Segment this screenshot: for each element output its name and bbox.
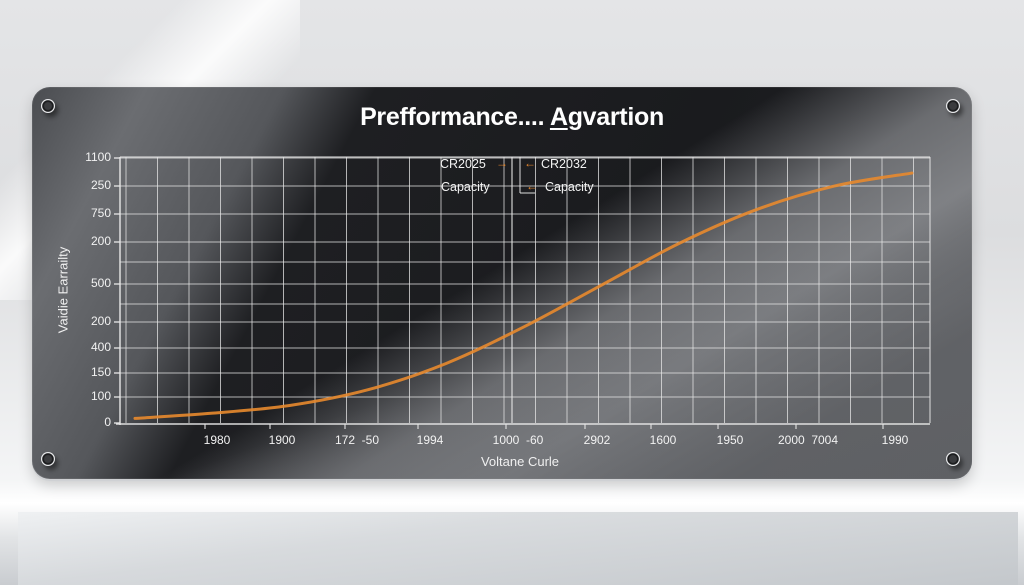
y-tick-label: 750 (90, 206, 111, 220)
y-tick-label: 100 (90, 389, 111, 403)
y-tick-label: 400 (90, 340, 111, 354)
x-tick-label: 1980 (203, 433, 231, 447)
x-tick-label: 1900 (268, 433, 296, 447)
y-axis-label: Vaidie Earrailty (55, 246, 71, 334)
y-tick-label: 1100 (85, 150, 111, 164)
x-axis-label: Voltane Curle (480, 454, 560, 469)
arrow-left-icon: ← (526, 179, 538, 193)
title-prefix: Prefformance.... (360, 103, 550, 131)
y-tick-label: 200 (90, 314, 111, 328)
y-tick-label: 250 (90, 178, 111, 192)
x-tick-label: 1000 -60 (492, 433, 544, 447)
screw-bolt-icon (41, 99, 55, 113)
axes-lines (114, 156, 931, 429)
arrow-right-icon: → (496, 156, 508, 170)
x-tick-label: 1990 (881, 433, 909, 447)
y-tick-label: 0 (104, 415, 111, 429)
arrow-left-icon: ← (524, 156, 536, 170)
legend-label-cr2025: CR2025 (440, 157, 486, 171)
title-suffix: gvartion (567, 103, 665, 131)
y-tick-label: 150 (90, 365, 111, 379)
screw-bolt-icon (946, 452, 960, 466)
x-tick-label: 172 -50 (334, 433, 380, 447)
x-tick-label: 1994 (416, 433, 444, 447)
x-tick-label: 1600 (649, 433, 677, 447)
x-tick-label: 2000 7004 (777, 433, 839, 447)
capacity-curve (133, 171, 914, 420)
grid-lines (120, 157, 930, 423)
legend-sub-capacity-left: Capacity (441, 180, 490, 194)
chart-title: Prefformance.... Agvartion (0, 103, 1024, 132)
screw-bolt-icon (41, 452, 55, 466)
x-tick-label: 2902 (583, 433, 611, 447)
title-underlined-letter: A (549, 103, 568, 131)
y-tick-label: 500 (90, 276, 111, 290)
legend-label-cr2032: CR2032 (541, 157, 587, 171)
screw-bolt-icon (946, 99, 960, 113)
legend-sub-capacity-right: Capacity (545, 180, 594, 194)
shelf-surface (18, 512, 1018, 585)
y-tick-label: 200 (90, 234, 111, 248)
x-tick-label: 1950 (716, 433, 744, 447)
